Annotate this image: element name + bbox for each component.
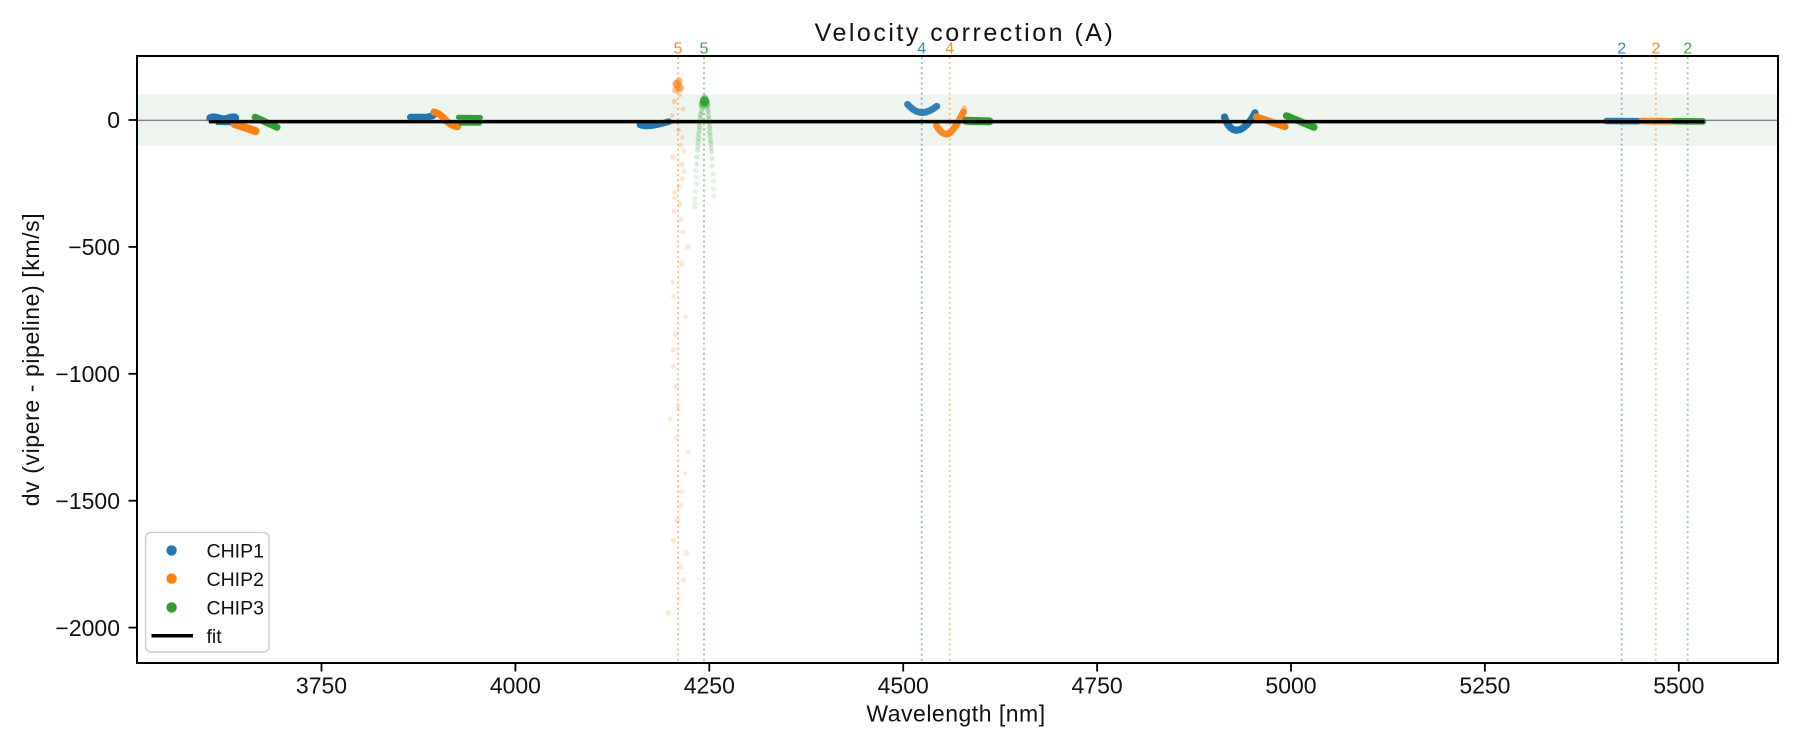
svg-text:Velocity correction (A): Velocity correction (A) (815, 19, 1116, 47)
svg-text:5: 5 (674, 41, 683, 58)
svg-text:4750: 4750 (1072, 672, 1123, 698)
svg-text:−500: −500 (68, 234, 120, 260)
svg-text:5000: 5000 (1265, 672, 1316, 698)
svg-text:−1000: −1000 (55, 361, 120, 387)
svg-text:−2000: −2000 (55, 615, 120, 641)
svg-text:5250: 5250 (1459, 672, 1510, 698)
svg-text:CHIP1: CHIP1 (207, 541, 264, 563)
svg-text:4: 4 (945, 41, 954, 58)
svg-text:2: 2 (1617, 41, 1626, 58)
svg-text:Wavelength [nm]: Wavelength [nm] (866, 701, 1045, 727)
svg-text:5500: 5500 (1653, 672, 1704, 698)
svg-text:CHIP2: CHIP2 (207, 569, 264, 591)
svg-text:4250: 4250 (684, 672, 735, 698)
svg-text:4000: 4000 (490, 672, 541, 698)
svg-text:CHIP3: CHIP3 (207, 598, 264, 620)
svg-text:dv (vipere - pipeline) [km/s]: dv (vipere - pipeline) [km/s] (18, 213, 44, 507)
svg-text:5: 5 (700, 41, 709, 58)
svg-text:−1500: −1500 (55, 488, 120, 514)
svg-text:4500: 4500 (878, 672, 929, 698)
svg-text:fit: fit (207, 626, 223, 648)
svg-text:2: 2 (1683, 41, 1692, 58)
svg-text:2: 2 (1651, 41, 1660, 58)
svg-text:0: 0 (107, 107, 120, 133)
svg-text:4: 4 (917, 41, 926, 58)
svg-text:3750: 3750 (296, 672, 347, 698)
